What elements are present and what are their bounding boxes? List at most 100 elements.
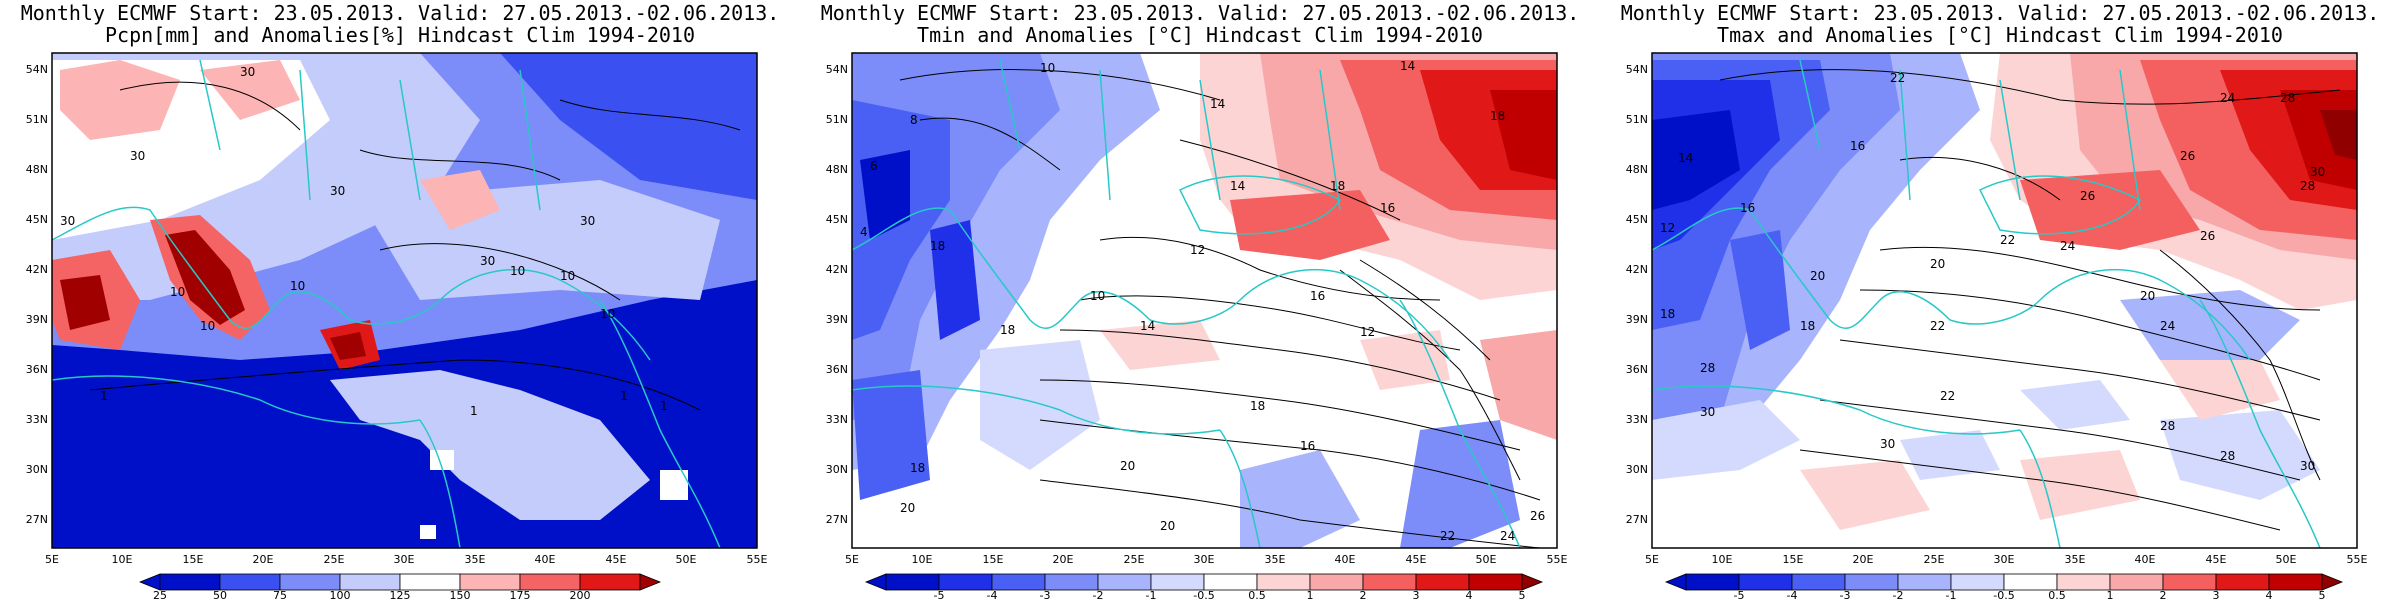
contour-label: 10 [290, 279, 305, 293]
lat-label: 42N [1626, 263, 1648, 276]
colorbar-label: -3 [1840, 589, 1851, 600]
colorbar-label: 2 [1360, 589, 1367, 600]
colorbar-label: -4 [987, 589, 998, 600]
lon-label: 25E [1924, 553, 1945, 566]
lat-label: 30N [826, 463, 848, 476]
lat-label: 45N [826, 213, 848, 226]
colorbar-label: -0.5 [1193, 589, 1214, 600]
lon-label: 5E [845, 553, 859, 566]
colorbar-label: 3 [2213, 589, 2220, 600]
contour-label: 18 [1250, 399, 1265, 413]
colorbar-label: 2 [2160, 589, 2167, 600]
colorbar-label: 50 [213, 589, 227, 600]
colorbar-label: -4 [1787, 589, 1798, 600]
lat-label: 45N [26, 213, 48, 226]
lat-label: 48N [1626, 163, 1648, 176]
lat-label: 51N [26, 113, 48, 126]
contour-label: 24 [2060, 239, 2075, 253]
contour-label: 18 [910, 461, 925, 475]
contour-label: 6 [870, 159, 878, 173]
lon-label: 50E [2276, 553, 2297, 566]
contour-label: 1 [470, 404, 478, 418]
lat-label: 42N [826, 263, 848, 276]
lon-label: 55E [2347, 553, 2368, 566]
colorbar-label: 125 [390, 589, 411, 600]
lon-label: 40E [1335, 553, 1356, 566]
colorbar-label: 1 [1307, 589, 1314, 600]
lat-label: 36N [1626, 363, 1648, 376]
lon-label: 15E [983, 553, 1004, 566]
contour-label: 1 [620, 389, 628, 403]
lon-label: 40E [2135, 553, 2156, 566]
colorbar [138, 573, 662, 591]
lon-label: 45E [1406, 553, 1427, 566]
lat-label: 45N [1626, 213, 1648, 226]
lat-label: 33N [26, 413, 48, 426]
contour-label: 18 [930, 239, 945, 253]
contour-label: 10 [200, 319, 215, 333]
contour-label: 10 [600, 307, 615, 321]
contour-label: 26 [2180, 149, 2195, 163]
contour-label: 28 [1700, 361, 1715, 375]
lat-label: 39N [1626, 313, 1648, 326]
lat-label: 36N [26, 363, 48, 376]
tmin-map: 14 10 8 6 4 18 14 18 14 18 14 16 12 10 1… [826, 52, 1568, 600]
contour-label: 14 [1230, 179, 1245, 193]
contour-label: 30 [480, 254, 495, 268]
tmax-panel: Monthly ECMWF Start: 23.05.2013. Valid: … [1600, 0, 2400, 600]
contour-label: 20 [900, 501, 915, 515]
colorbar-label: -2 [1093, 589, 1104, 600]
contour-label: 30 [330, 184, 345, 198]
contour-label: 16 [1300, 439, 1315, 453]
contour-label: 26 [1530, 509, 1545, 523]
lat-label: 51N [1626, 113, 1648, 126]
contour-label: 30 [240, 65, 255, 79]
contour-label: 22 [1940, 389, 1955, 403]
contour-label: 24 [1500, 529, 1515, 543]
lon-label: 10E [112, 553, 133, 566]
precip-map: 30 30 30 30 10 10 30 10 30 10 10 1 1 1 1… [26, 52, 768, 600]
lon-label: 20E [1853, 553, 1874, 566]
panel-title-line1: Monthly ECMWF Start: 23.05.2013. Valid: … [1620, 1, 2380, 25]
colorbar-label: 150 [450, 589, 471, 600]
lon-label: 20E [1053, 553, 1074, 566]
lon-label: 45E [606, 553, 627, 566]
lon-label: 45E [2206, 553, 2227, 566]
contour-label: 26 [2200, 229, 2215, 243]
colorbar-label: -1 [1146, 589, 1157, 600]
contour-label: 1 [660, 399, 668, 413]
lat-label: 36N [826, 363, 848, 376]
colorbar-label: 100 [330, 589, 351, 600]
contour-label: 22 [1890, 71, 1905, 85]
contour-label: 28 [2160, 419, 2175, 433]
contour-label: 10 [1040, 61, 1055, 75]
contour-label: 26 [2080, 189, 2095, 203]
lon-label: 25E [1124, 553, 1145, 566]
lon-label: 10E [1712, 553, 1733, 566]
contour-label: 4 [860, 225, 868, 239]
lon-label: 5E [1645, 553, 1659, 566]
contour-label: 22 [1440, 529, 1455, 543]
lat-label: 48N [26, 163, 48, 176]
lon-label: 15E [183, 553, 204, 566]
contour-label: 30 [2300, 459, 2315, 473]
contour-label: 22 [1930, 319, 1945, 333]
lat-label: 27N [26, 513, 48, 526]
colorbar-label: 5 [1519, 589, 1526, 600]
colorbar-label: 0.5 [1248, 589, 1266, 600]
lon-label: 5E [45, 553, 59, 566]
lon-label: 35E [1265, 553, 1286, 566]
colorbar-label: 25 [153, 589, 167, 600]
contour-label: 18 [1490, 109, 1505, 123]
contour-label: 16 [1740, 201, 1755, 215]
contour-label: 14 [1400, 59, 1415, 73]
lon-label: 50E [676, 553, 697, 566]
lat-label: 33N [1626, 413, 1648, 426]
tmax-map: 22 24 28 14 12 16 18 16 26 30 20 22 24 2… [1626, 52, 2368, 600]
lon-label: 35E [2065, 553, 2086, 566]
colorbar-label: 4 [1466, 589, 1473, 600]
contour-label: 18 [1000, 323, 1015, 337]
contour-label: 30 [130, 149, 145, 163]
contour-label: 8 [910, 113, 918, 127]
colorbar-label: 4 [2266, 589, 2273, 600]
